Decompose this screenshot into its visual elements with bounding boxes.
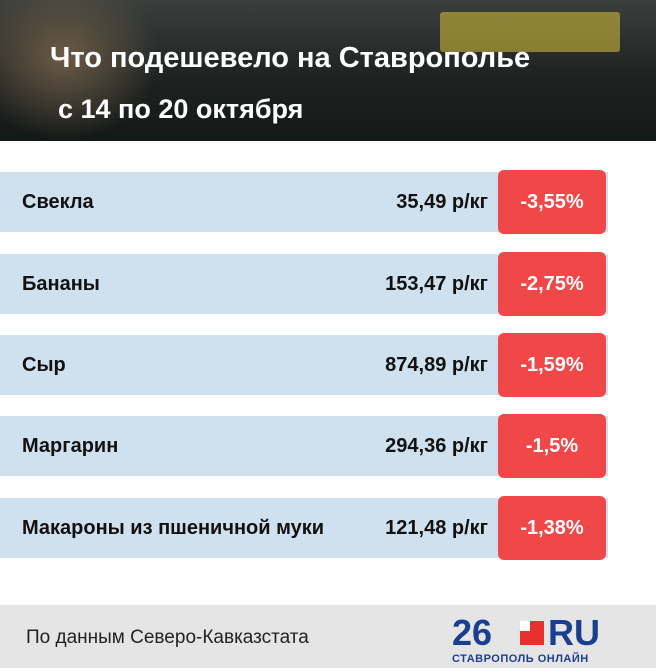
price-change: -3,55% bbox=[498, 170, 606, 234]
logo-text: RU bbox=[548, 612, 600, 653]
table-row: Макароны из пшеничной муки 121,48 р/кг -1,… bbox=[0, 496, 608, 560]
product-name: Свекла bbox=[22, 191, 94, 213]
logo-square-cut bbox=[520, 621, 530, 631]
product-price: 294,36 р/кг bbox=[385, 435, 488, 457]
price-change: -1,5% bbox=[498, 414, 606, 478]
table-row: Маргарин 294,36 р/кг -1,5% bbox=[0, 414, 608, 478]
product-name: Маргарин bbox=[22, 435, 119, 457]
table-row: Сыр 874,89 р/кг -1,59% bbox=[0, 333, 608, 397]
logo-number: 26 bbox=[452, 612, 493, 653]
table-row: Свекла 35,49 р/кг -3,55% bbox=[0, 170, 608, 234]
header: Что подешевело на Ставрополье с 14 по 20… bbox=[0, 0, 656, 141]
product-price: 121,48 р/кг bbox=[385, 517, 488, 539]
price-change: -1,38% bbox=[498, 496, 606, 560]
product-name: Сыр bbox=[22, 354, 66, 376]
photo-shade bbox=[0, 0, 160, 141]
product-name: Макароны из пшеничной муки bbox=[22, 517, 325, 539]
product-price: 153,47 р/кг bbox=[385, 273, 488, 295]
product-price: 874,89 р/кг bbox=[385, 354, 488, 376]
subtitle: с 14 по 20 октября bbox=[58, 94, 304, 124]
price-change: -2,75% bbox=[498, 252, 606, 316]
logo-tagline: СТАВРОПОЛЬ ОНЛАЙН bbox=[452, 653, 589, 665]
title: Что подешевело на Ставрополье bbox=[50, 42, 531, 74]
product-price: 35,49 р/кг bbox=[396, 191, 488, 213]
product-name: Бананы bbox=[22, 273, 100, 295]
table-row: Бананы 153,47 р/кг -2,75% bbox=[0, 252, 608, 316]
photo-shade bbox=[440, 12, 620, 52]
source: По данным Северо-Кавказстата bbox=[26, 627, 309, 648]
price-change: -1,59% bbox=[498, 333, 606, 397]
footer: По данным Северо-Кавказстата 26 RU СТАВР… bbox=[0, 605, 656, 668]
